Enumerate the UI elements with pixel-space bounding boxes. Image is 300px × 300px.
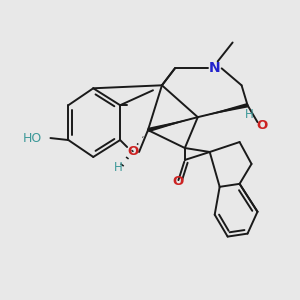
Text: N: N	[209, 61, 220, 75]
Text: HO: HO	[23, 132, 42, 145]
Text: O: O	[172, 176, 184, 188]
Text: H: H	[114, 161, 122, 174]
Text: H: H	[245, 108, 254, 121]
Text: O: O	[128, 146, 139, 158]
Polygon shape	[147, 117, 198, 132]
Text: O: O	[257, 118, 268, 132]
Polygon shape	[198, 103, 248, 117]
